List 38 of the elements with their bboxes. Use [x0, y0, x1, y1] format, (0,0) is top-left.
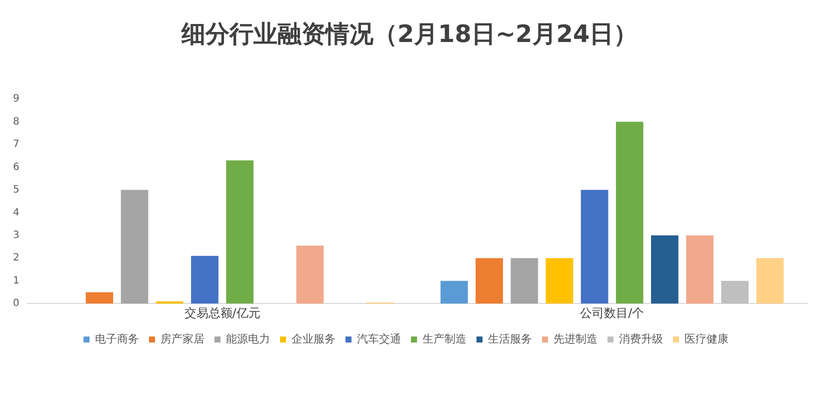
y-tick-label: 4	[12, 207, 20, 218]
bar	[616, 122, 644, 304]
bar	[86, 292, 114, 304]
legend-label: 先进制造	[554, 332, 598, 346]
bar	[440, 280, 468, 304]
x-tick-label: 交易总额/亿元	[184, 306, 260, 320]
bar	[296, 246, 324, 304]
bar	[756, 258, 784, 304]
legend-label: 电子商务	[95, 332, 139, 346]
y-tick-label: 1	[12, 275, 20, 286]
y-tick-label: 0	[12, 298, 20, 310]
x-tick-label: 公司数目/个	[580, 306, 644, 320]
bar	[476, 258, 503, 304]
bar	[546, 258, 574, 304]
y-tick-label: 6	[12, 162, 20, 173]
legend-label: 消费升级	[619, 332, 663, 346]
legend-label: 企业服务	[292, 332, 336, 346]
bar	[226, 160, 254, 304]
bar	[510, 258, 538, 304]
bar	[191, 256, 218, 304]
bar	[580, 190, 608, 304]
legend-label: 生产制造	[422, 332, 466, 346]
y-tick-label: 3	[12, 230, 20, 241]
bar	[120, 190, 148, 304]
legend-label: 生活服务	[488, 332, 532, 346]
legend-label: 汽车交通	[357, 332, 401, 346]
legend-label: 能源电力	[226, 332, 270, 346]
legend-label: 房产家居	[160, 332, 204, 346]
bar	[686, 235, 714, 304]
bar	[721, 280, 749, 304]
y-tick-label: 8	[12, 116, 20, 128]
y-tick-label: 2	[12, 252, 20, 264]
y-tick-label: 9	[12, 94, 20, 105]
legend-label: 医疗健康	[684, 332, 728, 346]
y-tick-label: 7	[12, 139, 20, 150]
bar	[651, 235, 678, 304]
y-tick-label: 5	[12, 184, 20, 196]
chart-title: 细分行业融资情况（2月18日~2月24日）	[180, 19, 639, 50]
